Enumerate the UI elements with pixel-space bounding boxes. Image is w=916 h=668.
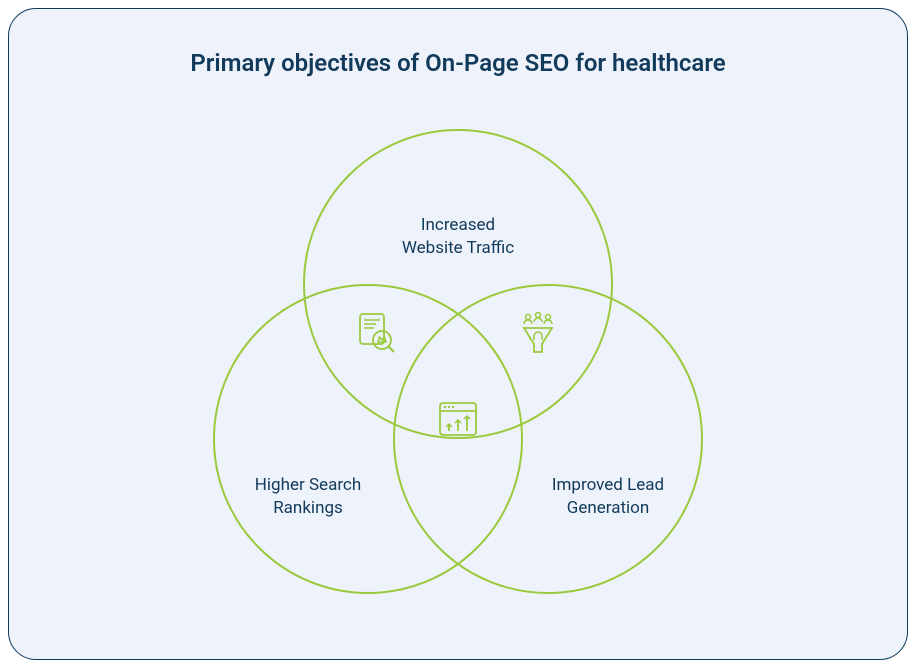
traffic-chart-icon	[434, 395, 482, 443]
search-rank-icon	[354, 310, 402, 358]
venn-diagram: Increased Website Traffic Higher Search …	[178, 119, 738, 639]
infographic-card: Primary objectives of On-Page SEO for he…	[8, 8, 908, 660]
venn-label-top: Increased Website Traffic	[358, 214, 558, 260]
lead-funnel-icon	[514, 310, 562, 358]
page-title: Primary objectives of On-Page SEO for he…	[9, 49, 907, 77]
venn-label-right: Improved Lead Generation	[508, 474, 708, 520]
venn-label-left: Higher Search Rankings	[208, 474, 408, 520]
